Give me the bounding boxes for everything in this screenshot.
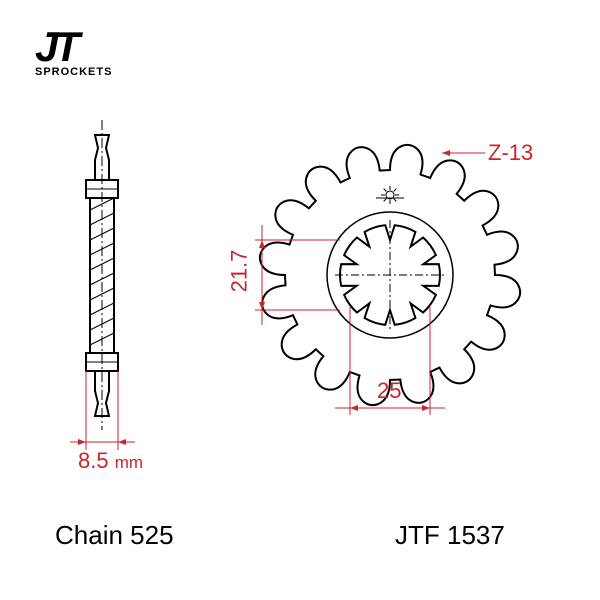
technical-drawing [0,0,600,600]
thickness-label: 8.5 mm [78,448,143,474]
dimension-annotations [255,150,485,415]
tooth-ref-label: Z-13 [488,140,533,166]
outer-spline-label: 25 [377,378,401,404]
chain-label: Chain 525 [55,520,174,551]
side-profile [70,120,135,450]
inner-diameter-label: 21.7 [226,250,252,293]
part-number-label: JTF 1537 [395,520,505,551]
